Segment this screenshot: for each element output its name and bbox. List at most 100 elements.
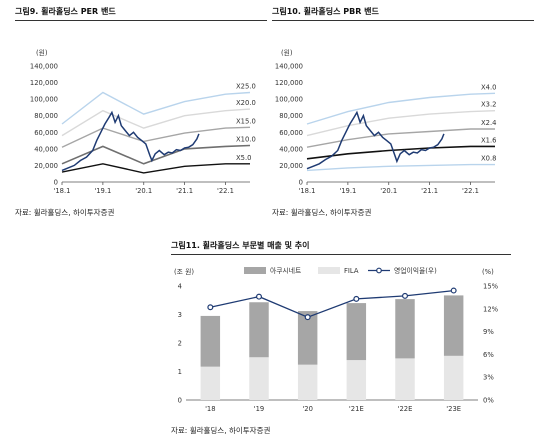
per-ytick-label: 120,000 [30,79,58,87]
segment-xtick-label: '21E [349,405,364,413]
per-band-line [61,163,250,174]
bar-acushnet [395,299,415,359]
bar-acushnet [443,295,464,356]
pbr-ytick-label: 20,000 [279,162,303,170]
legend-swatch [318,267,340,274]
per-band-label: X10.0 [236,136,256,144]
per-ytick-label: 0 [54,179,58,187]
bar-acushnet [297,311,318,365]
per-xtick-label: '20.1 [135,187,152,195]
pbr-ytick-label: 120,000 [275,79,303,87]
per-xtick-label: '18.1 [53,187,70,195]
segment-unit-label: (조 원) [174,267,194,276]
bar-fila [297,364,318,400]
segment-y2tick-label: 6% [483,351,494,359]
segment-ytick-label: 0 [178,397,182,405]
margin-point [402,292,409,299]
figure-rule-pbr [272,20,534,21]
per-band-label: X15.0 [236,117,256,125]
per-unit-label: (원) [36,48,48,57]
figure-rule-per [15,20,267,21]
pbr-band-line [306,92,496,125]
pbr-band-label: X3.2 [481,101,496,109]
pbr-price-line [306,110,445,170]
segment-xtick-label: '23E [446,405,461,413]
legend-swatch-marker [376,267,382,274]
per-band-line [61,91,251,125]
margin-point [304,314,311,321]
pbr-band-label: X2.4 [481,119,496,127]
per-band-line [61,108,251,137]
pbr-xtick-label: '18.1 [298,187,315,195]
segment-y2tick-label: 15% [483,283,499,291]
pbr-band-line [306,145,495,160]
legend-label: 영업이익율(우) [394,266,437,275]
per-ytick-label: 80,000 [34,112,58,120]
per-band-label: X20.0 [236,99,256,107]
pbr-ytick-label: 0 [299,179,303,187]
bar-fila [443,355,464,400]
figure-rule-segment [171,254,511,255]
bar-acushnet [346,303,367,361]
bar-fila [395,358,415,400]
pbr-xtick-label: '19.1 [339,187,356,195]
bar-fila [249,357,269,400]
per-ytick-label: 100,000 [30,96,58,104]
pbr-xtick-label: '20.1 [380,187,397,195]
per-band-line [61,126,251,148]
pbr-ytick-label: 80,000 [279,112,303,120]
source-note-per: 자료: 휠라홀딩스, 하이투자증권 [15,208,115,217]
legend-label: 아쿠시네트 [270,266,301,275]
per-band-label: X5.0 [236,154,251,162]
segment-ytick-label: 4 [178,283,182,291]
pbr-xtick-label: '21.1 [421,187,438,195]
segment-xtick-label: '20 [302,405,313,413]
figure-title-per: 그림9. 휠라홀딩스 PER 밴드 [15,7,116,16]
per-xtick-label: '22.1 [217,187,234,195]
pbr-ytick-label: 140,000 [275,63,303,71]
segment-xtick-label: '19 [254,405,265,413]
margin-point [450,287,457,294]
segment-ytick-label: 2 [178,340,182,348]
pbr-xtick-label: '22.1 [462,187,479,195]
segment-right-unit-label: (%) [482,268,494,276]
segment-y2tick-label: 9% [483,328,494,336]
pbr-ytick-label: 100,000 [275,96,303,104]
bar-acushnet [200,315,221,367]
pbr-band-label: X4.0 [481,83,496,91]
margin-point [353,295,360,302]
segment-y2tick-label: 0% [483,397,494,405]
pbr-band-label: X0.8 [481,155,496,163]
bar-fila [200,366,221,400]
per-xtick-label: '21.1 [176,187,193,195]
segment-ytick-label: 1 [178,368,182,376]
pbr-band-label: X1.6 [481,136,496,144]
source-note-pbr: 자료: 휠라홀딩스, 하이투자증권 [272,208,372,217]
per-band-line [61,144,251,165]
per-ytick-label: 20,000 [34,162,58,170]
margin-point [256,293,263,300]
per-ytick-label: 140,000 [30,63,58,71]
legend-swatch [244,267,266,274]
per-band-label: X25.0 [236,83,256,91]
source-note-segment: 자료: 휠라홀딩스, 하이투자증권 [171,426,271,435]
per-price-line [61,110,200,172]
per-ytick-label: 40,000 [34,145,58,153]
figure-title-segment: 그림11. 휠라홀딩스 부문별 매출 및 추이 [171,241,310,250]
margin-line [210,289,454,318]
per-xtick-label: '19.1 [94,187,111,195]
segment-y2tick-label: 12% [483,305,499,313]
pbr-band-line [306,110,496,137]
per-ytick-label: 60,000 [34,129,58,137]
segment-xtick-label: '18 [205,405,216,413]
pbr-unit-label: (원) [281,48,293,57]
segment-xtick-label: '22E [398,405,413,413]
bar-fila [346,360,367,400]
legend-label: FILA [344,267,359,275]
bar-acushnet [249,302,269,358]
pbr-band-line [306,163,495,172]
segment-ytick-label: 3 [178,311,182,319]
